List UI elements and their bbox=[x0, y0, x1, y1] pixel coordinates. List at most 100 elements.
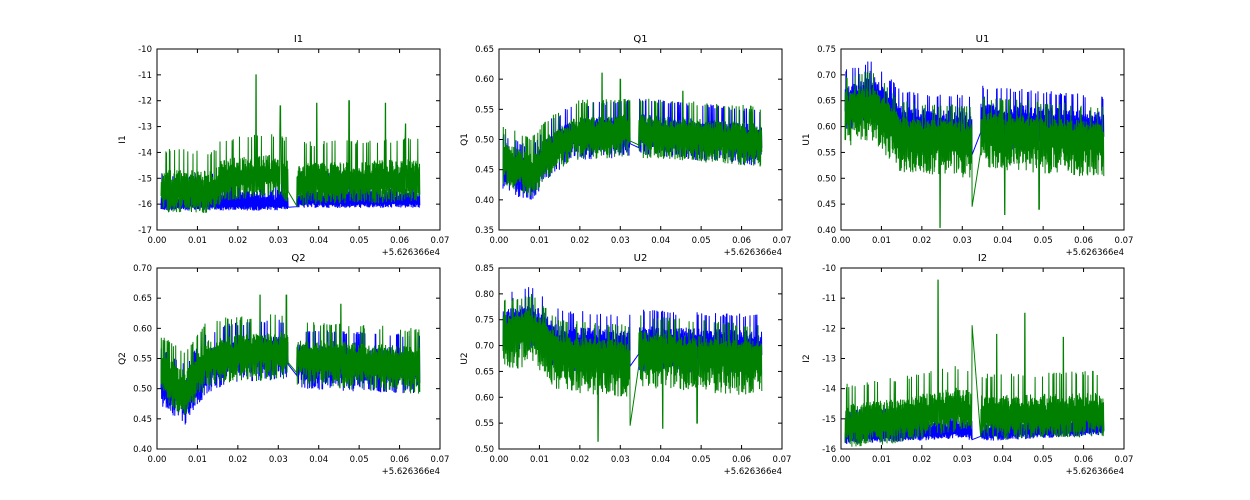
axes-frame bbox=[498, 267, 783, 450]
y-tick-label: -14 bbox=[138, 148, 152, 158]
x-tick-label: 0.05 bbox=[1034, 455, 1053, 465]
panel-Q1: 0.00 0.01 0.02 0.03 0.04 0.05 0.06 0.07 0.35 0.40… bbox=[460, 34, 791, 258]
y-tick-label: -15 bbox=[822, 415, 836, 425]
panel-title: U2 bbox=[634, 253, 648, 264]
y-tick-label: -13 bbox=[138, 123, 152, 133]
x-tick-label: 0.00 bbox=[148, 236, 167, 246]
y-tick-label: -13 bbox=[822, 355, 836, 365]
y-tick-label: 0.45 bbox=[817, 200, 836, 210]
x-tick-label: 0.05 bbox=[1034, 236, 1053, 246]
x-offset-label: +5.626366e4 bbox=[724, 467, 782, 477]
y-tick-label: -12 bbox=[138, 97, 152, 107]
panel-U2: 0.00 0.01 0.02 0.03 0.04 0.05 0.06 0.07 0.50 0.55… bbox=[460, 253, 791, 477]
y-axis-label: Q1 bbox=[460, 133, 470, 146]
y-axis-label: U1 bbox=[802, 133, 812, 145]
y-tick-label: 0.60 bbox=[133, 324, 152, 334]
panel-title: I2 bbox=[978, 253, 987, 264]
y-tick-label: 0.50 bbox=[133, 385, 152, 395]
x-tick-label: 0.03 bbox=[269, 455, 288, 465]
panel-I1: 0.00 0.01 0.02 0.03 0.04 0.05 0.06 0.07 -17 -16 -1… bbox=[118, 34, 449, 258]
x-tick-label: 0.05 bbox=[692, 236, 711, 246]
x-offset-label: +5.626366e4 bbox=[724, 248, 782, 258]
series-line-1 bbox=[160, 74, 421, 213]
y-tick-label: 0.65 bbox=[817, 97, 836, 107]
x-offset-label: +5.626366e4 bbox=[382, 248, 440, 258]
x-tick-label: 0.05 bbox=[350, 236, 369, 246]
x-tick-label: 0.05 bbox=[350, 455, 369, 465]
y-axis-label: Q2 bbox=[118, 352, 128, 365]
x-tick-label: 0.02 bbox=[912, 236, 931, 246]
series-line-1 bbox=[160, 294, 421, 416]
x-tick-label: 0.04 bbox=[309, 236, 328, 246]
series-line-1 bbox=[844, 70, 1105, 228]
x-tick-label: 0.01 bbox=[530, 455, 549, 465]
x-tick-label: 0.00 bbox=[490, 455, 509, 465]
x-tick-label: 0.06 bbox=[1074, 455, 1093, 465]
panel-U1: 0.00 0.01 0.02 0.03 0.04 0.05 0.06 0.07 0.40 0.45… bbox=[802, 34, 1133, 258]
y-tick-label: 0.55 bbox=[133, 355, 152, 365]
x-tick-label: 0.06 bbox=[732, 236, 751, 246]
y-tick-label: 0.60 bbox=[475, 393, 494, 403]
y-tick-label: 0.55 bbox=[817, 148, 836, 158]
x-tick-label: 0.01 bbox=[188, 236, 207, 246]
y-tick-label: 0.65 bbox=[133, 294, 152, 304]
series-line-1 bbox=[502, 293, 763, 442]
x-tick-label: 0.02 bbox=[570, 455, 589, 465]
panel-title: Q2 bbox=[291, 253, 305, 264]
y-axis-label: I1 bbox=[118, 135, 128, 143]
y-tick-label: -14 bbox=[822, 385, 836, 395]
x-tick-label: 0.06 bbox=[390, 455, 409, 465]
series-line-1 bbox=[502, 72, 763, 196]
y-tick-label: -17 bbox=[138, 226, 152, 236]
y-tick-label: 0.70 bbox=[475, 342, 494, 352]
x-tick-label: 0.01 bbox=[872, 236, 891, 246]
panel-Q2: 0.00 0.01 0.02 0.03 0.04 0.05 0.06 0.07 0.40 0.45… bbox=[118, 253, 449, 477]
x-tick-label: 0.04 bbox=[309, 455, 328, 465]
x-tick-label: 0.07 bbox=[431, 455, 450, 465]
y-tick-label: 0.75 bbox=[817, 45, 836, 55]
x-tick-label: 0.07 bbox=[773, 236, 792, 246]
x-tick-label: 0.03 bbox=[269, 236, 288, 246]
y-tick-label: 0.65 bbox=[475, 367, 494, 377]
y-tick-label: -15 bbox=[138, 174, 152, 184]
axes-frame bbox=[840, 48, 1125, 231]
x-tick-label: 0.04 bbox=[651, 455, 670, 465]
y-tick-label: 0.85 bbox=[475, 264, 494, 274]
y-tick-label: -11 bbox=[138, 71, 152, 81]
x-tick-label: 0.07 bbox=[773, 455, 792, 465]
x-tick-label: 0.02 bbox=[228, 455, 247, 465]
y-tick-label: 0.50 bbox=[475, 136, 494, 146]
y-tick-label: 0.75 bbox=[475, 316, 494, 326]
y-tick-label: -10 bbox=[138, 45, 152, 55]
x-tick-label: 0.02 bbox=[912, 455, 931, 465]
x-offset-label: +5.626366e4 bbox=[1066, 248, 1124, 258]
x-tick-label: 0.06 bbox=[390, 236, 409, 246]
x-tick-label: 0.04 bbox=[993, 236, 1012, 246]
x-tick-label: 0.05 bbox=[692, 455, 711, 465]
y-tick-label: 0.55 bbox=[475, 105, 494, 115]
panel-title: U1 bbox=[976, 34, 990, 45]
x-tick-label: 0.01 bbox=[530, 236, 549, 246]
x-tick-label: 0.07 bbox=[431, 236, 450, 246]
y-tick-label: -10 bbox=[822, 264, 836, 274]
y-tick-label: 0.60 bbox=[817, 123, 836, 133]
x-tick-label: 0.03 bbox=[611, 455, 630, 465]
x-tick-label: 0.01 bbox=[872, 455, 891, 465]
y-tick-label: 0.80 bbox=[475, 290, 494, 300]
x-tick-label: 0.04 bbox=[651, 236, 670, 246]
axes-frame bbox=[156, 48, 441, 231]
y-tick-label: 0.40 bbox=[817, 226, 836, 236]
x-tick-label: 0.02 bbox=[228, 236, 247, 246]
y-tick-label: 0.45 bbox=[133, 415, 152, 425]
y-tick-label: -16 bbox=[138, 200, 152, 210]
y-tick-label: 0.40 bbox=[133, 445, 152, 455]
y-axis-label: U2 bbox=[460, 352, 470, 364]
x-offset-label: +5.626366e4 bbox=[1066, 467, 1124, 477]
y-tick-label: 0.45 bbox=[475, 166, 494, 176]
panel-I2: 0.00 0.01 0.02 0.03 0.04 0.05 0.06 0.07 -16 -15 -1… bbox=[802, 253, 1133, 477]
x-tick-label: 0.04 bbox=[993, 455, 1012, 465]
x-tick-label: 0.00 bbox=[832, 455, 851, 465]
y-tick-label: 0.70 bbox=[133, 264, 152, 274]
y-tick-label: -11 bbox=[822, 294, 836, 304]
